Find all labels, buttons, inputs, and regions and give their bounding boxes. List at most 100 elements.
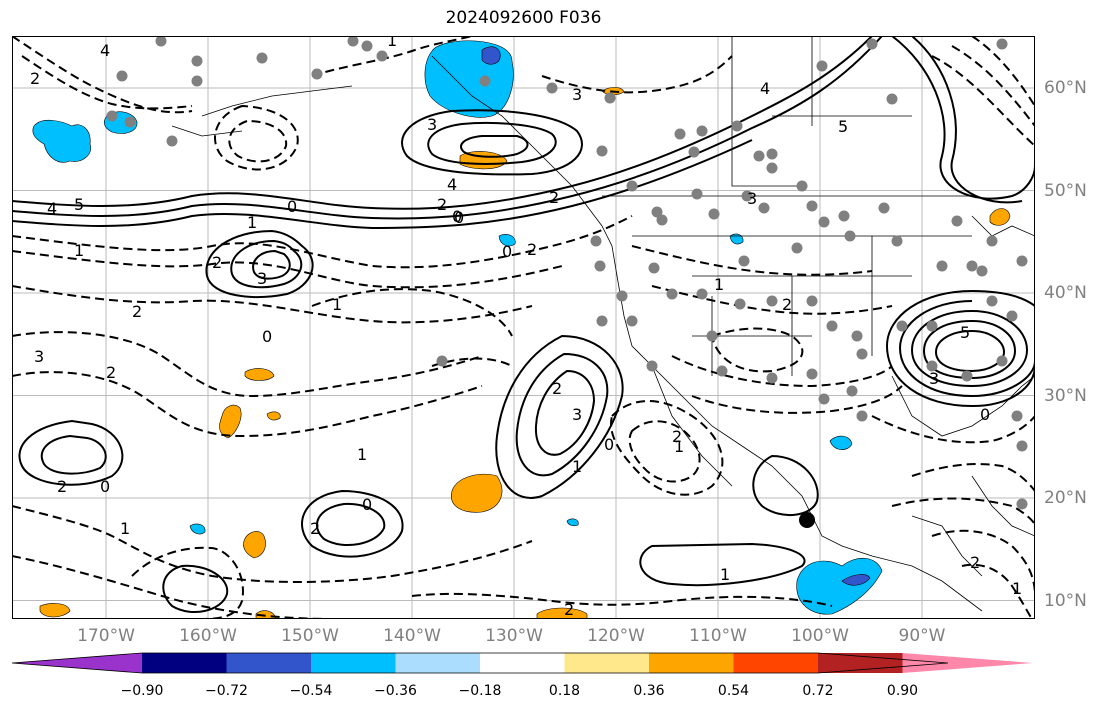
- orange-blob-sw: [39, 603, 71, 618]
- station-dot: [191, 55, 203, 67]
- contour-label: 2: [552, 379, 562, 398]
- station-dot: [1016, 498, 1028, 510]
- contour-label: 2: [970, 553, 980, 572]
- contour-label: 4: [760, 79, 770, 98]
- contour-label: 2: [437, 195, 447, 214]
- station-dot: [596, 145, 608, 157]
- colorbar-tick-label: 0.90: [886, 683, 919, 699]
- station-dot: [616, 290, 628, 302]
- colorbar-swatch: [480, 653, 565, 673]
- colorbar-swatch: [649, 653, 734, 673]
- contour-label: 1: [332, 295, 342, 314]
- contour-label: 5: [960, 323, 970, 342]
- colorbar-swatch: [902, 653, 1033, 673]
- solid-contours: [12, 36, 1035, 613]
- station-dot: [734, 298, 746, 310]
- storm-marker: [799, 512, 815, 528]
- contour-label: 2: [672, 427, 682, 446]
- lon-label: 90°W: [898, 626, 946, 646]
- cyan-blob-us: [729, 233, 744, 245]
- colorbar-swatch: [564, 653, 650, 673]
- shaded-regions: [32, 40, 1011, 619]
- station-dot: [766, 372, 778, 384]
- station-dot: [758, 202, 770, 214]
- contour-label: 0: [454, 208, 464, 227]
- cyan-blob-mexico: [829, 435, 853, 450]
- colorbar-tick-label: −0.90: [120, 683, 164, 699]
- station-dot: [124, 116, 136, 128]
- station-dot: [996, 38, 1008, 50]
- contour-label: 5: [838, 117, 848, 136]
- orange-blob-central: [451, 473, 503, 513]
- lat-label: 30°N: [1044, 385, 1087, 406]
- contour-label: 2: [132, 302, 142, 321]
- station-dot: [856, 410, 868, 422]
- dashed-contours: [12, 36, 1035, 619]
- station-dot: [590, 235, 602, 247]
- station-dot: [691, 188, 703, 200]
- contour-label: 4: [47, 199, 57, 218]
- station-dot: [596, 315, 608, 327]
- contour-label: 1: [720, 565, 730, 584]
- station-dot: [604, 92, 616, 104]
- station-dot: [376, 50, 388, 62]
- lon-label: 130°W: [485, 626, 543, 646]
- station-dot: [626, 315, 638, 327]
- contour-label: 0: [362, 495, 372, 514]
- map-title: 2024092600 F036: [445, 8, 602, 28]
- station-dot: [851, 330, 863, 342]
- station-dot: [976, 265, 988, 277]
- station-dot: [656, 214, 668, 226]
- lon-label: 160°W: [179, 626, 237, 646]
- station-dot: [706, 330, 718, 342]
- colorbar-tick-label: −0.36: [374, 683, 417, 699]
- station-dot: [696, 288, 708, 300]
- colorbar-tick-label: 0.54: [717, 683, 750, 699]
- contour-label: 3: [34, 347, 44, 366]
- station-dot: [116, 70, 128, 82]
- cyan-blob-bering: [32, 119, 92, 163]
- station-dot: [191, 75, 203, 87]
- cyan-blob-south2: [566, 518, 579, 527]
- colorbar-swatch: [12, 653, 142, 673]
- station-dot: [666, 288, 678, 300]
- colorbar-tick-label: 0.36: [633, 683, 665, 699]
- orange-blob-hawaii2: [219, 404, 242, 439]
- station-dot: [546, 82, 558, 94]
- contour-label: 4: [447, 175, 457, 194]
- station-dot: [806, 200, 818, 212]
- station-dot: [816, 60, 828, 72]
- station-dot: [708, 208, 720, 220]
- colorbar-tick-label: −0.18: [458, 683, 502, 699]
- contour-label: 3: [427, 115, 437, 134]
- station-dot: [106, 110, 118, 122]
- lat-label: 50°N: [1044, 180, 1087, 201]
- station-dot: [961, 370, 973, 382]
- contour-label: 3: [572, 405, 582, 424]
- contour-label: 0: [100, 477, 110, 496]
- contour-label: 2: [527, 240, 537, 259]
- station-dot: [256, 52, 268, 64]
- station-dot: [846, 385, 858, 397]
- station-dot: [966, 260, 978, 272]
- contour-label: 0: [287, 197, 297, 216]
- contour-label: 4: [100, 41, 110, 60]
- station-dot: [766, 148, 778, 160]
- station-dot: [886, 93, 898, 105]
- colorbar-swatch: [226, 653, 312, 673]
- station-dot: [896, 320, 908, 332]
- station-dot: [436, 355, 448, 367]
- station-dot: [818, 216, 830, 228]
- station-dot: [856, 348, 868, 360]
- contour-label: 0: [980, 405, 990, 424]
- colorbar-swatch: [733, 653, 819, 673]
- contour-label: 3: [572, 85, 582, 104]
- lon-label: 170°W: [77, 626, 135, 646]
- station-dot: [731, 120, 743, 132]
- contour-label: 2: [310, 519, 320, 538]
- station-dot: [651, 206, 663, 218]
- station-dot: [878, 202, 890, 214]
- contour-label: 1: [357, 445, 367, 464]
- cyan-blob-eastpac: [796, 558, 883, 615]
